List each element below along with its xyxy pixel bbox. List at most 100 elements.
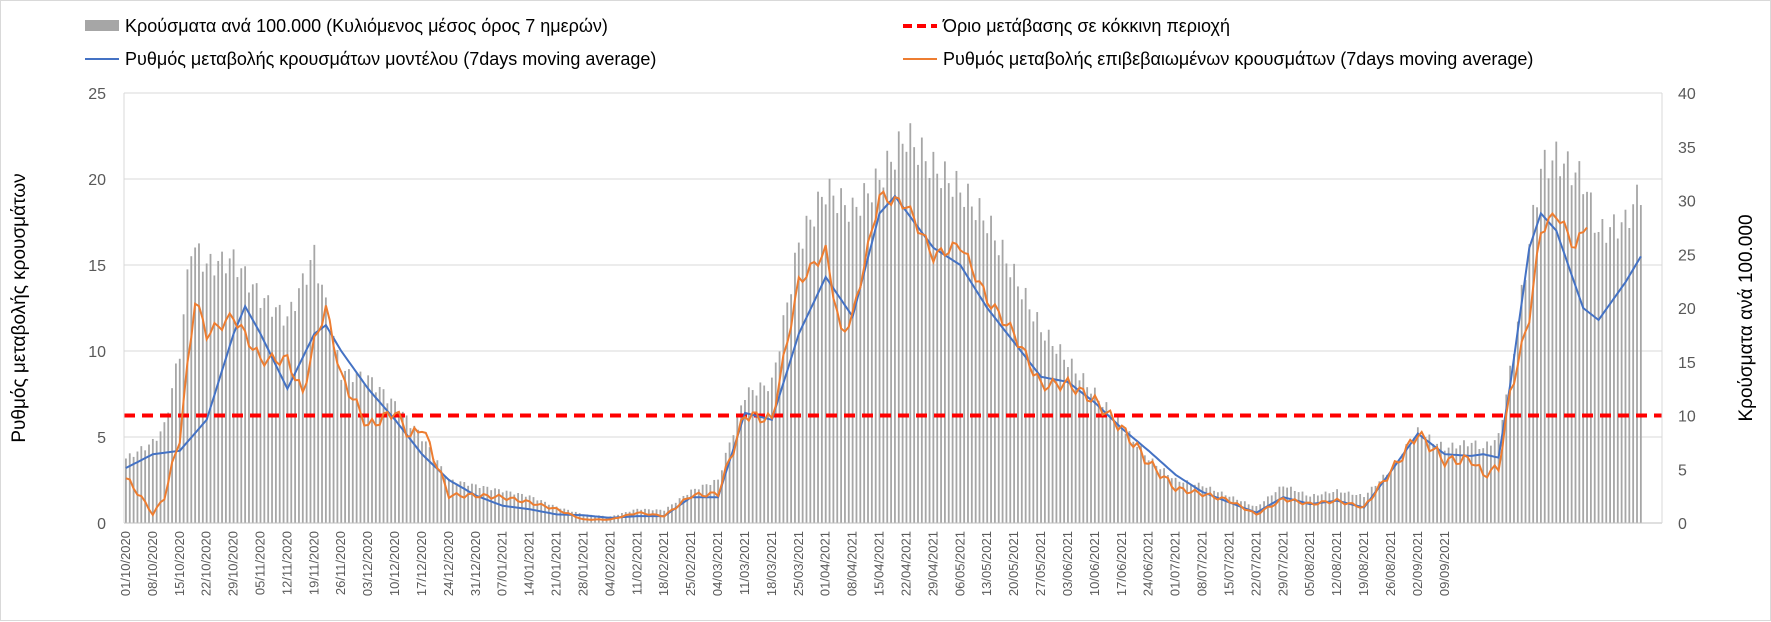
- bar: [1401, 453, 1404, 523]
- bar: [1378, 481, 1381, 523]
- bar: [1013, 263, 1016, 523]
- bar: [398, 414, 400, 523]
- right-tick-label: 25: [1678, 247, 1696, 264]
- bar: [167, 412, 170, 523]
- bar: [1355, 495, 1358, 523]
- bar: [794, 252, 796, 523]
- right-tick-label: 15: [1678, 355, 1696, 372]
- bar: [1178, 481, 1181, 523]
- bar: [947, 183, 950, 523]
- right-axis-title: Κρούσματα ανά 100.000: [1736, 214, 1757, 421]
- bar: [355, 373, 358, 523]
- bar: [151, 438, 154, 523]
- bar: [886, 150, 889, 523]
- bar: [928, 177, 931, 523]
- bar: [1478, 449, 1481, 523]
- bar: [686, 494, 689, 523]
- bar: [378, 386, 381, 523]
- bar: [1147, 460, 1150, 523]
- bar: [317, 283, 320, 523]
- x-tick-label: 09/09/2021: [1437, 531, 1452, 596]
- bar: [755, 395, 758, 523]
- bar: [1428, 434, 1431, 523]
- bar: [697, 489, 700, 523]
- bar: [1209, 486, 1212, 523]
- bar: [1597, 231, 1600, 523]
- bar: [909, 123, 912, 523]
- bar: [1340, 492, 1342, 523]
- bar: [559, 508, 562, 523]
- x-tick-label: 18/02/2021: [656, 531, 671, 596]
- bar: [1097, 400, 1100, 523]
- bar: [1624, 209, 1627, 523]
- bar: [1366, 492, 1369, 523]
- bar: [913, 147, 916, 523]
- x-tick-label: 10/06/2021: [1087, 531, 1102, 596]
- bar: [671, 504, 673, 523]
- bar: [1040, 332, 1042, 523]
- x-tick-label: 25/03/2021: [791, 531, 806, 596]
- bar: [390, 398, 393, 523]
- bar: [790, 294, 793, 523]
- bar: [974, 220, 977, 523]
- bar: [1513, 354, 1515, 523]
- bar: [1274, 492, 1277, 523]
- bar: [894, 169, 896, 523]
- x-tick-label: 08/10/2020: [145, 531, 160, 596]
- bar: [1232, 496, 1235, 523]
- bar: [421, 441, 423, 523]
- bar: [1074, 373, 1077, 523]
- bar: [267, 295, 270, 523]
- bar: [851, 197, 854, 524]
- bar: [901, 143, 904, 523]
- bar: [732, 435, 735, 523]
- bar: [920, 137, 923, 524]
- bar: [278, 304, 281, 523]
- left-tick-label: 20: [88, 172, 106, 189]
- bar: [1228, 496, 1231, 523]
- bar: [201, 271, 204, 523]
- left-tick-label: 25: [88, 86, 106, 103]
- bar: [1328, 493, 1331, 523]
- x-tick-label: 28/01/2021: [575, 531, 590, 596]
- x-tick-label: 24/12/2020: [441, 531, 456, 596]
- bar: [524, 496, 527, 523]
- x-tick-label: 10/12/2020: [387, 531, 402, 596]
- bar: [1082, 373, 1085, 523]
- bar: [940, 188, 942, 523]
- bar: [155, 440, 158, 523]
- bar: [690, 489, 693, 523]
- bar: [1297, 492, 1300, 523]
- bar: [1201, 486, 1204, 523]
- bar: [340, 379, 343, 523]
- bar: [571, 511, 573, 523]
- bar: [905, 151, 908, 523]
- bar: [863, 183, 866, 524]
- bar: [801, 248, 804, 523]
- bar: [959, 192, 962, 523]
- bar: [328, 331, 331, 523]
- x-tick-label: 12/08/2021: [1329, 531, 1344, 596]
- bar: [494, 488, 496, 523]
- bar: [1182, 482, 1185, 523]
- bar: [467, 485, 470, 523]
- bar: [1205, 487, 1208, 523]
- bar: [409, 428, 412, 523]
- bar: [1109, 414, 1112, 523]
- bar: [1440, 441, 1442, 523]
- bar: [401, 411, 404, 523]
- bar: [820, 196, 823, 523]
- bar: [482, 486, 485, 523]
- bar: [1455, 448, 1458, 523]
- bar: [224, 273, 227, 523]
- x-tick-label: 26/08/2021: [1383, 531, 1398, 596]
- bar: [490, 490, 493, 523]
- bar: [1313, 493, 1315, 523]
- x-tick-label: 03/12/2020: [360, 531, 375, 596]
- left-axis-title: Ρυθμός μεταβολής κρουσμάτων: [9, 173, 30, 442]
- bar: [567, 509, 569, 523]
- bar: [1286, 487, 1289, 523]
- x-tick-label: 01/04/2021: [818, 531, 833, 596]
- right-tick-label: 5: [1678, 462, 1687, 479]
- bar: [1505, 394, 1508, 523]
